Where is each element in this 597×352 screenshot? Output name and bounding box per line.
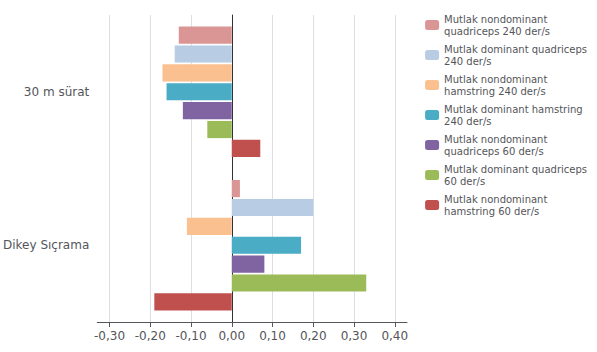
svg-text:Dikey Sıçrama: Dikey Sıçrama [3, 238, 89, 252]
svg-text:hamstring 240 der/s: hamstring 240 der/s [444, 86, 546, 97]
svg-text:hamstring 60 der/s: hamstring 60 der/s [444, 206, 539, 217]
svg-text:-0,30: -0,30 [94, 329, 125, 343]
svg-text:0,10: 0,10 [259, 329, 286, 343]
svg-text:Mutlak nondominant: Mutlak nondominant [444, 14, 547, 25]
svg-text:30 m sürat: 30 m sürat [24, 85, 90, 99]
svg-text:0,30: 0,30 [341, 329, 368, 343]
svg-text:0,00: 0,00 [218, 329, 245, 343]
svg-text:Mutlak nondominant: Mutlak nondominant [444, 194, 547, 205]
svg-text:60 der/s: 60 der/s [444, 176, 485, 187]
svg-text:-0,20: -0,20 [135, 329, 166, 343]
svg-text:Mutlak dominant quadriceps: Mutlak dominant quadriceps [444, 164, 587, 175]
svg-text:quadriceps 60 der/s: quadriceps 60 der/s [444, 146, 544, 157]
svg-text:Mutlak nondominant: Mutlak nondominant [444, 74, 547, 85]
svg-text:0,20: 0,20 [300, 329, 327, 343]
svg-text:Mutlak dominant hamstring: Mutlak dominant hamstring [444, 104, 583, 115]
svg-text:-0,10: -0,10 [175, 329, 206, 343]
svg-text:quadriceps 240 der/s: quadriceps 240 der/s [444, 26, 550, 37]
svg-text:Mutlak nondominant: Mutlak nondominant [444, 134, 547, 145]
svg-text:Mutlak dominant quadriceps: Mutlak dominant quadriceps [444, 44, 587, 55]
svg-text:0,40: 0,40 [381, 329, 408, 343]
svg-text:240 der/s: 240 der/s [444, 116, 491, 127]
svg-text:240 der/s: 240 der/s [444, 56, 491, 67]
